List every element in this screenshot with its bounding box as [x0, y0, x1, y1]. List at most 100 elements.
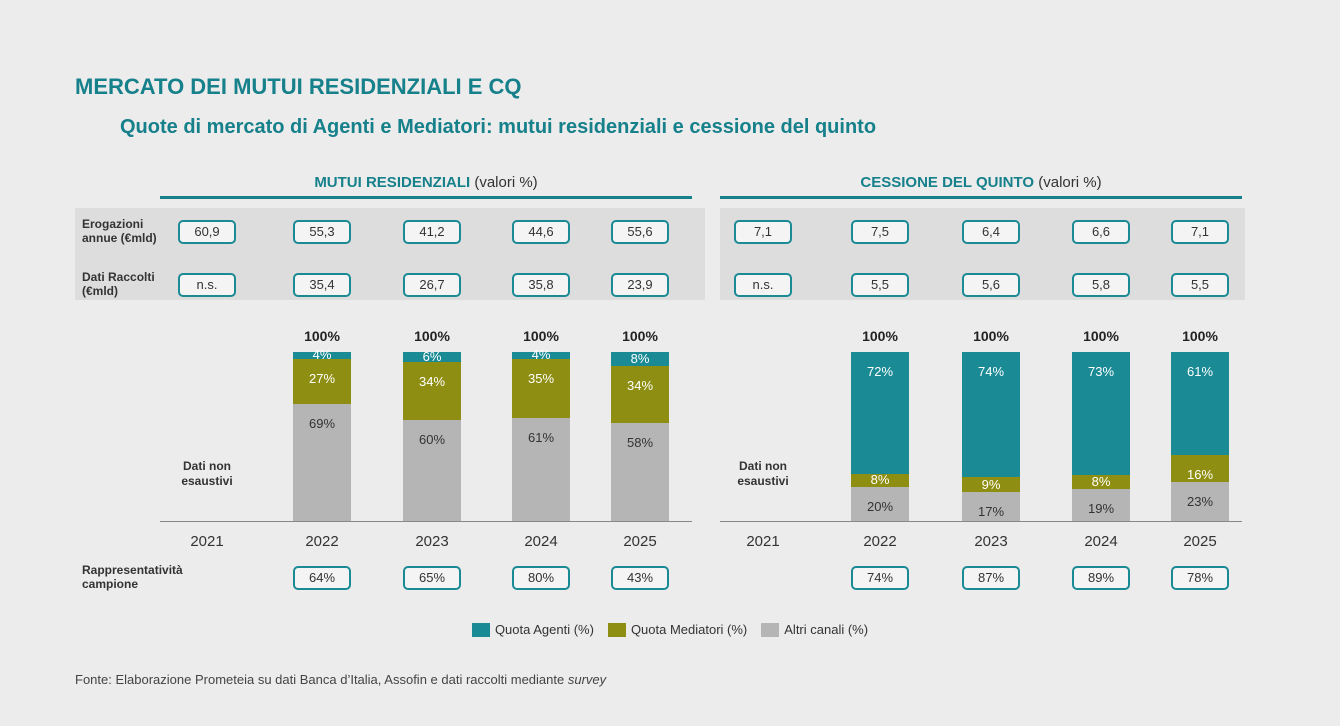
x-tick-label: 2025 — [1183, 533, 1217, 550]
value-label: 35% — [527, 370, 555, 386]
value-label: 34% — [418, 374, 446, 390]
total-label: 100% — [1182, 328, 1218, 344]
value-label: 73% — [1087, 364, 1115, 379]
value-box: 44,6 — [512, 220, 570, 244]
x-tick-label: 2025 — [623, 533, 657, 550]
value-label: 8% — [630, 350, 650, 366]
value-box: 55,3 — [293, 220, 351, 244]
bar-segment — [1171, 352, 1229, 456]
bar-segment — [512, 417, 570, 521]
bar-segment — [403, 362, 461, 420]
value-label: 9% — [981, 476, 1001, 492]
panel-title: MUTUI RESIDENZIALI — [314, 174, 471, 191]
value-box: n.s. — [178, 273, 236, 297]
bar-segment — [1072, 488, 1130, 521]
bar-segment — [1171, 455, 1229, 483]
x-tick-label: 2022 — [863, 533, 897, 550]
total-label: 100% — [523, 328, 559, 344]
bar-segment — [403, 352, 461, 363]
source: Fonte: Elaborazione Prometeia su dati Ba… — [75, 672, 606, 687]
value-box: 5,5 — [1171, 273, 1229, 297]
value-label: 23% — [1186, 494, 1214, 510]
x-tick-label: 2023 — [974, 533, 1008, 550]
source-text: Fonte: Elaborazione Prometeia su dati Ba… — [75, 672, 568, 687]
panel-note: (valori %) — [1038, 174, 1102, 191]
bar-segment — [851, 487, 909, 521]
legend: Quota Agenti (%) Quota Mediatori (%) Altri… — [0, 622, 1340, 637]
annotation: Dati non esaustivi — [737, 459, 789, 488]
value-label: 17% — [977, 504, 1005, 520]
value-label: 4% — [531, 347, 551, 363]
legend-item: Quota Mediatori (%) — [607, 622, 747, 637]
value-box: 55,6 — [611, 220, 669, 244]
x-tick-label: 2021 — [746, 533, 780, 550]
x-tick-label: 2024 — [524, 533, 558, 550]
bar-segment — [962, 352, 1020, 478]
source-emphasis: survey — [567, 672, 607, 687]
panel-title: CESSIONE DEL QUINTO — [860, 174, 1035, 191]
value-box: 6,6 — [1072, 220, 1130, 244]
total-label: 100% — [304, 328, 340, 344]
bar-segment — [962, 492, 1020, 521]
bar-segment — [1171, 482, 1229, 521]
value-label: 4% — [312, 347, 332, 363]
value-box: n.s. — [734, 273, 792, 297]
legend-item: Quota Agenti (%) — [471, 622, 594, 637]
value-box: 5,5 — [851, 273, 909, 297]
value-label: 16% — [1186, 467, 1214, 483]
row-label: Erogazioni annue (€mld) — [82, 217, 157, 245]
value-label: 19% — [1087, 500, 1115, 516]
legend-swatch — [607, 622, 626, 637]
bar-segment — [1072, 475, 1130, 489]
value-box: 87% — [962, 566, 1020, 590]
bar-segment — [851, 352, 909, 474]
subtitle: Quote di mercato di Agenti e Mediatori: … — [120, 116, 877, 138]
x-tick-label: 2021 — [190, 533, 224, 550]
panel-note: (valori %) — [474, 174, 538, 191]
value-label: 58% — [626, 434, 654, 450]
value-box: 5,8 — [1072, 273, 1130, 297]
bar-segment — [293, 352, 351, 359]
heading-line — [720, 196, 1242, 199]
value-box: 6,4 — [962, 220, 1020, 244]
x-tick-label: 2023 — [415, 533, 449, 550]
value-box: 35,8 — [512, 273, 570, 297]
value-label: 74% — [977, 364, 1005, 379]
value-box: 60,9 — [178, 220, 236, 244]
legend-swatch — [761, 622, 780, 637]
bar-segment — [512, 352, 570, 359]
legend-label: Quota Agenti (%) — [494, 622, 594, 637]
value-box: 74% — [851, 566, 909, 590]
total-label: 100% — [1083, 328, 1119, 344]
bar-segment — [611, 365, 669, 423]
title: MERCATO DEI MUTUI RESIDENZIALI E CQ — [75, 74, 522, 99]
panel-heading: CESSIONE DEL QUINTO (valori %) — [720, 174, 1242, 191]
value-label: 34% — [626, 377, 654, 393]
bar-segment — [611, 352, 669, 366]
total-label: 100% — [973, 328, 1009, 344]
value-box: 65% — [403, 566, 461, 590]
bar-segment — [293, 358, 351, 405]
value-label: 60% — [418, 431, 446, 447]
value-box: 80% — [512, 566, 570, 590]
value-box: 78% — [1171, 566, 1229, 590]
value-box: 35,4 — [293, 273, 351, 297]
value-box: 41,2 — [403, 220, 461, 244]
total-label: 100% — [622, 328, 658, 344]
row-label: Dati Raccolti (€mld) — [82, 270, 155, 298]
bar-segment — [611, 422, 669, 521]
value-box: 64% — [293, 566, 351, 590]
value-box: 23,9 — [611, 273, 669, 297]
x-tick-label: 2024 — [1084, 533, 1118, 550]
legend-label: Altri canali (%) — [784, 622, 869, 637]
panel-heading: MUTUI RESIDENZIALI (valori %) — [160, 174, 692, 191]
legend-swatch — [471, 622, 490, 637]
value-box: 5,6 — [962, 273, 1020, 297]
axis-line — [160, 521, 692, 522]
value-box: 7,1 — [1171, 220, 1229, 244]
value-label: 8% — [1091, 474, 1111, 490]
value-box: 26,7 — [403, 273, 461, 297]
value-box: 7,5 — [851, 220, 909, 244]
total-label: 100% — [414, 328, 450, 344]
